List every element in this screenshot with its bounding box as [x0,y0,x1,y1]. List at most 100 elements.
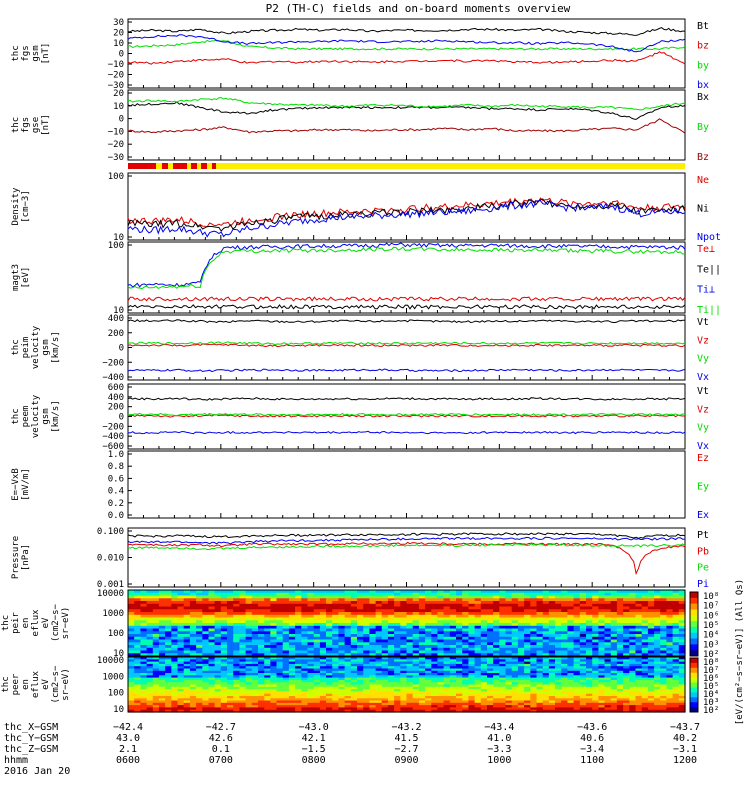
spectrogram-cell [468,682,476,686]
spectrogram-cell [604,595,612,599]
spectrogram-cell [171,659,179,663]
spectrogram-cell [177,631,185,635]
spectrogram-cell [400,691,408,695]
spectrogram-cell [406,657,414,660]
spectrogram-cell [536,675,544,679]
spectrogram-cell [406,666,414,670]
spectrogram-cell [660,642,667,646]
spectrogram-cell [629,689,637,692]
spectrogram-cell [202,670,210,674]
spectrogram-cell [171,679,179,683]
spectrogram-cell [555,668,562,672]
spectrogram-cell [579,603,587,608]
spectrogram-cell [381,623,389,627]
spectrogram-cell [517,636,525,641]
spectrogram-cell [344,666,352,670]
spectrogram-cell [288,620,296,624]
spectrogram-cell [573,670,581,674]
spectrogram-cell [616,603,624,608]
spectrogram-cell [134,700,141,704]
spectrogram-cell [474,617,482,621]
spectrogram-cell [505,636,513,641]
spectrogram-cell [270,620,278,624]
spectrogram-cell [202,598,210,602]
spectrogram-cell [369,653,377,657]
spectrogram-cell [313,614,321,619]
spectrogram-cell [319,603,327,608]
spectrogram-cell [542,675,550,679]
spectrogram-cell [140,696,148,699]
spectrogram-cell [573,668,581,672]
spectrogram-cell [548,689,556,692]
spectrogram-cell [678,628,686,632]
spectrogram-cell [579,689,587,692]
spectrogram-cell [350,661,358,665]
spectrogram-cell [672,595,680,599]
spectrogram-cell [301,628,309,632]
spectrogram-cell [375,592,383,597]
spectrogram-cell [573,603,581,608]
y-axis-label: en [21,679,31,690]
spectrogram-cell [474,682,482,686]
spectrogram-cell [462,693,469,697]
spectrogram-cell [381,647,389,652]
spectrogram-cell [598,698,606,702]
spectrogram-cell [319,682,327,686]
spectrogram-cell [598,684,606,688]
spectrogram-cell [567,691,575,695]
spectrogram-cell [264,661,271,665]
spectrogram-cell [548,659,556,663]
spectrogram-cell [666,666,674,670]
spectrogram-cell [456,606,463,610]
spectrogram-cell [598,682,606,686]
spectrogram-cell [239,620,247,624]
spectrogram-cell [431,631,439,635]
spectrogram-cell [623,625,630,630]
spectrogram-cell [363,606,370,610]
spectrogram-cell [468,592,476,597]
spectrogram-cell [338,705,346,708]
series-line-Ti|| [127,246,686,290]
spectrogram-cell [418,614,426,619]
spectrogram-cell [641,696,649,699]
spectrogram-cell [128,707,135,711]
spectrogram-cell [555,609,562,613]
spectrogram-cell [623,603,630,608]
spectrogram-cell [171,647,179,652]
spectrogram-cell [406,636,414,641]
spectrogram-cell [487,707,494,711]
spectrogram-cell [319,628,327,632]
spectrogram-cell [629,707,637,711]
spectrogram-cell [239,642,247,646]
spectrogram-cell [548,709,556,713]
spectrogram-cell [146,657,154,660]
spectrogram-cell [332,601,339,605]
spectrogram-cell [245,696,253,699]
spectrogram-cell [282,617,290,621]
spectrogram-cell [400,675,408,679]
spectrogram-cell [171,631,179,635]
spectrogram-cell [295,682,302,686]
spectrogram-cell [264,677,271,681]
spectrogram-cell [326,689,333,692]
spectrogram-cell [672,682,680,686]
spectrogram-cell [214,647,222,652]
spectrogram-cell [474,693,482,697]
spectrogram-cell [456,659,463,663]
spectrogram-cell [301,620,309,624]
spectrogram-cell [555,682,562,686]
spectrogram-cell [505,647,513,652]
spectrogram-cell [338,661,346,665]
spectrogram-cell [468,675,476,679]
spectrogram-cell [548,628,556,632]
spectrogram-cell [666,679,674,683]
spectrogram-cell [579,668,587,672]
spectrogram-cell [505,673,513,676]
spectrogram-cell [635,686,643,690]
spectrogram-cell [425,612,432,616]
spectrogram-cell [530,623,538,627]
spectrogram-cell [524,691,531,695]
spectrogram-cell [672,684,680,688]
spectrogram-cell [561,691,568,695]
mode-bar-red [191,163,197,169]
